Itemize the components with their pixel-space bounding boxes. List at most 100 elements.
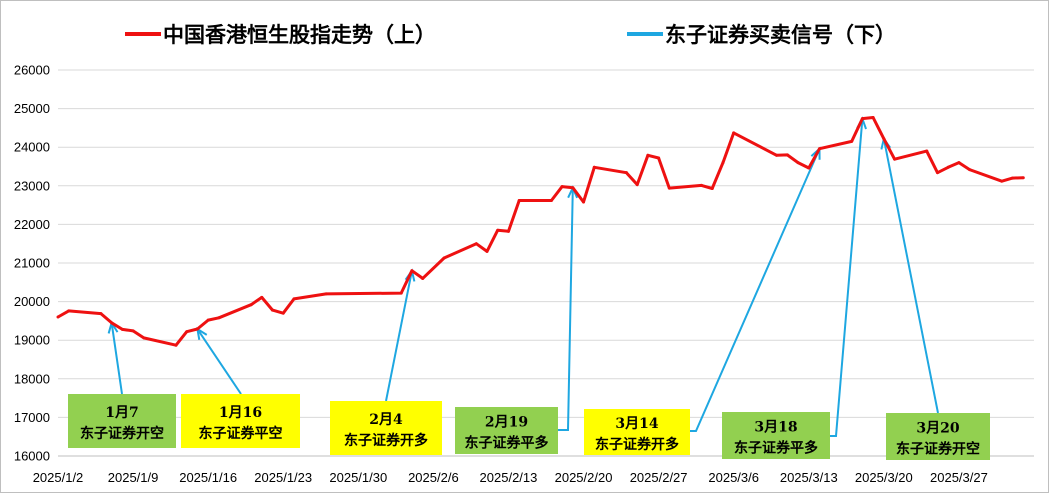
signal-box-bg [330,401,442,455]
data-point [807,166,811,170]
data-point [110,321,114,325]
signal-box-bg [68,394,176,448]
data-point [957,161,961,165]
data-point [850,139,854,143]
legend-label-signal: 东子证券买卖信号（下） [665,22,896,47]
data-point [517,198,521,202]
signal-date: 3月14 [615,416,658,432]
y-tick-label: 18000 [14,371,50,386]
data-point [206,318,210,322]
signal-date: 1月16 [219,405,262,421]
data-point [99,312,103,316]
data-point [142,336,146,340]
signal-box: 1月7 东子证券开空 [68,394,176,448]
x-tick-label: 2025/2/6 [408,470,459,485]
data-point [796,161,800,165]
data-point [592,165,596,169]
data-point [292,297,296,301]
y-tick-label: 22000 [14,217,50,232]
data-point [260,295,264,299]
data-point [893,157,897,161]
x-tick-label: 2025/3/13 [780,470,838,485]
signal-box: 3月20 东子证券开空 [886,413,990,460]
data-point [817,147,821,151]
data-point [571,186,575,190]
y-tick-label: 26000 [14,63,50,78]
signal-date: 2月19 [485,415,528,431]
data-point [410,269,414,273]
data-point [399,291,403,295]
x-tick-label: 2025/1/30 [329,470,387,485]
legend: 中国香港恒生股指走势（上） 东子证券买卖信号（下） [125,22,896,47]
signal-box: 2月4 东子证券开多 [330,401,442,455]
signal-action: 东子证券开空 [80,425,164,442]
signal-arrow [110,322,123,395]
data-point [700,183,704,187]
y-tick-label: 24000 [14,140,50,155]
data-point [635,183,639,187]
data-point [185,330,189,334]
data-point [120,327,124,331]
x-tick-label: 2025/2/13 [480,470,538,485]
x-tick-label: 2025/2/20 [555,470,613,485]
data-point [249,303,253,307]
signal-arrow [690,148,821,432]
data-point [871,115,875,119]
data-point [882,137,886,141]
x-tick-label: 2025/3/20 [855,470,913,485]
data-point [710,187,714,191]
series-layer [56,115,1025,347]
signal-action: 东子证券开多 [595,436,679,453]
x-tick-label: 2025/1/9 [108,470,159,485]
data-point [56,315,60,319]
signal-action: 东子证券开多 [344,432,428,449]
signal-box-bg [886,413,990,460]
signal-box-bg [722,412,830,459]
signal-box: 1月16 东子证券平空 [181,394,300,448]
x-axis-ticks: 2025/1/2 2025/1/9 2025/1/16 2025/1/23 2025/1… [33,470,988,485]
data-point [496,228,500,232]
signal-arrow [830,118,864,437]
signal-box: 3月14 东子证券开多 [584,409,690,455]
data-point [1021,176,1025,180]
y-tick-label: 25000 [14,101,50,116]
signal-date: 3月18 [754,420,797,436]
y-tick-label: 19000 [14,333,50,348]
signal-arrow [196,328,242,395]
signal-action: 东子证券平多 [734,440,818,457]
data-point [946,165,950,169]
data-point [506,229,510,233]
signal-box-bg [181,394,300,448]
x-tick-label: 2025/1/16 [179,470,237,485]
signal-arrow [558,187,574,431]
legend-label-index: 中国香港恒生股指走势（上） [163,22,436,47]
signal-box-bg [584,409,690,455]
data-point [657,156,661,160]
data-point [442,256,446,260]
data-point [217,316,221,320]
data-point [667,186,671,190]
signal-box: 2月19 东子证券平多 [455,407,558,454]
data-point [646,153,650,157]
x-tick-label: 2025/1/2 [33,470,84,485]
signal-action: 东子证券开空 [896,441,980,458]
data-point [281,311,285,315]
x-tick-label: 2025/1/23 [254,470,312,485]
signal-arrow [385,270,413,402]
data-point [131,329,135,333]
signal-arrow [882,138,939,414]
series-line-index [57,116,1024,347]
data-point [67,309,71,313]
data-point [860,117,864,121]
data-point [271,308,275,312]
data-point [582,200,586,204]
data-point [935,171,939,175]
signal-date: 1月7 [105,405,138,421]
data-point [324,292,328,296]
data-point [485,249,489,253]
data-point [174,343,178,347]
y-tick-label: 21000 [14,256,50,271]
signal-action: 东子证券平多 [465,435,549,452]
